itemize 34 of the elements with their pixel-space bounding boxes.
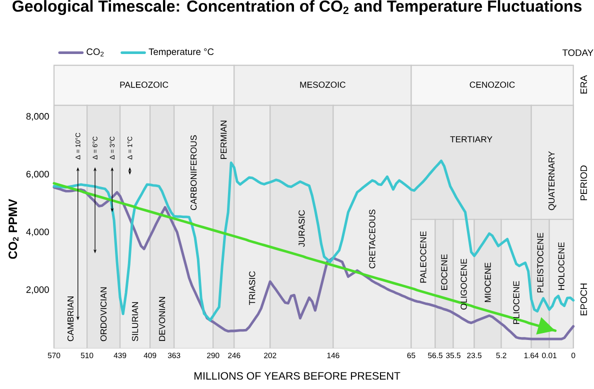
band-label: PALEOZOIC [120, 82, 168, 88]
y-tick-label: 6,000 [26, 170, 49, 179]
band-label: PLIOCENE [513, 281, 520, 324]
band-label: SILURIAN [132, 302, 138, 342]
band-label: OLIGOCENE [460, 258, 467, 310]
y-tick-label: 2,000 [26, 286, 49, 294]
chart-title: Geological Timescale: Concentration of CO$_{2}$ and Temperature Fluctuations [12, 0, 582, 16]
legend-label: Temperature °C [148, 48, 214, 57]
y-axis-title: CO$_{2}$ PPMV [8, 198, 18, 259]
legend-label: CO$_{2}$ [86, 48, 104, 56]
band-label: TERTIARY [450, 136, 492, 142]
band-label: PLEISTOCENE [537, 232, 544, 292]
band-label: DEVONIAN [159, 296, 166, 341]
band-label: TRIASIC [249, 271, 256, 305]
band-label: CENOZOIC [470, 82, 515, 88]
y-tick-label: 8,000 [26, 113, 49, 121]
band-label: ORDOVICIAN [100, 287, 107, 342]
text: TODAY [562, 49, 594, 56]
band-label: MESOZOIC [300, 82, 346, 88]
band-label: PERMIAN [220, 120, 227, 159]
band-label: EOCENE [441, 254, 448, 290]
band-label: QUATERNARY [548, 151, 556, 210]
text: EPOCH [580, 284, 588, 316]
text: ERA [580, 75, 587, 94]
band-label: CRETACEOUS [369, 210, 376, 268]
band-label: MIOCENE [484, 262, 491, 302]
band-label: CARBONIFEROUS [190, 135, 197, 210]
x-axis-title: MILLIONS OF YEARS BEFORE PRESENT [194, 372, 400, 380]
text: PERIOD [580, 166, 588, 200]
y-tick-label: 4,000 [26, 228, 49, 236]
band-label: CAMBRIAN [67, 296, 74, 342]
band-label: PALEOCENE [420, 231, 426, 283]
band-label: JURASIC [298, 210, 305, 247]
band-label: HOLOCENE [558, 242, 564, 290]
